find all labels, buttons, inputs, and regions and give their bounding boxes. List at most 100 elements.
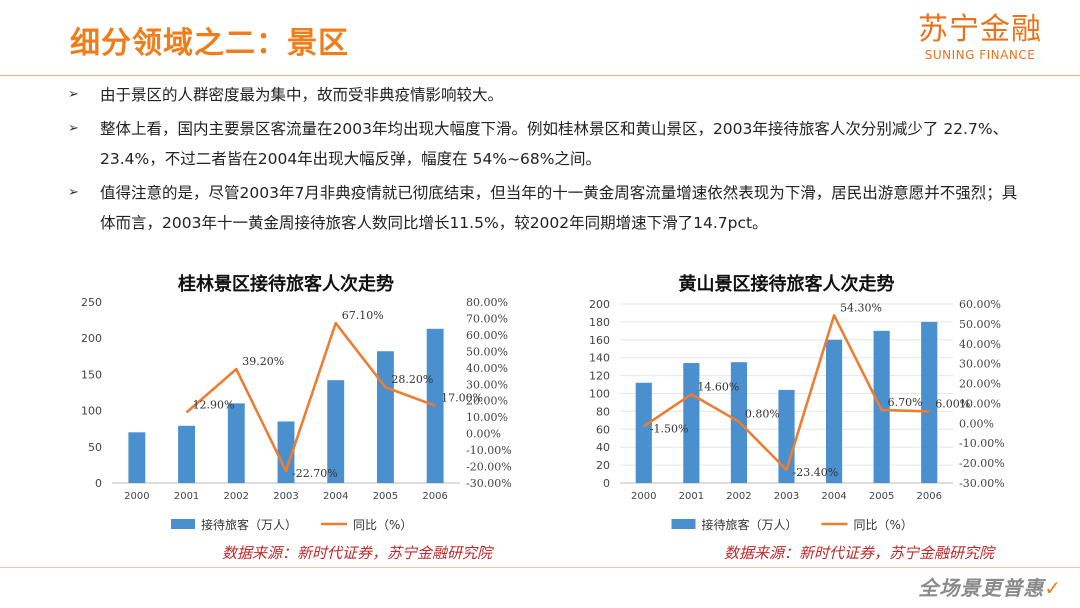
y-left-tick-label: 200 [81, 332, 102, 345]
legend-bar-label: 接待旅客（万人） [201, 517, 297, 532]
bar-2000 [635, 382, 652, 483]
x-tick-label: 2002 [726, 491, 751, 502]
bar-2004 [825, 339, 843, 483]
y-right-tick-label: -30.00% [959, 477, 1005, 490]
bar-2006 [426, 328, 444, 483]
x-tick-label: 2005 [373, 491, 398, 502]
y-right-tick-label: -10.00% [959, 437, 1005, 450]
y-left-tick-label: 150 [81, 368, 102, 381]
y-right-tick-label: 60.00% [466, 329, 508, 342]
footer-divider [0, 567, 1080, 568]
x-tick-label: 2001 [679, 491, 704, 502]
x-tick-label: 2004 [323, 491, 348, 502]
yoy-data-label: 67.10% [342, 309, 384, 322]
yoy-data-label: -22.70% [292, 467, 338, 480]
y-left-tick-label: 20 [596, 459, 610, 472]
bullet-item: ➢ 值得注意的是，尽管2003年7月非典疫情就已彻底结束，但当年的十一黄金周客流… [68, 178, 1028, 238]
y-left-tick-label: 180 [589, 316, 610, 329]
y-right-tick-label: 0.00% [959, 417, 994, 430]
bullet-text: 由于景区的人群密度最为集中，故而受非典疫情影响较大。 [100, 86, 504, 104]
bullet-arrow-icon: ➢ [68, 185, 79, 200]
y-right-tick-label: -20.00% [959, 457, 1005, 470]
y-right-tick-label: 50.00% [466, 345, 508, 358]
x-tick-label: 2006 [422, 491, 447, 502]
yoy-data-label: 28.20% [391, 373, 433, 386]
y-right-tick-label: 0.00% [466, 428, 501, 441]
x-tick-label: 2005 [869, 491, 894, 502]
bullet-text: 整体上看，国内主要景区客流量在2003年均出现大幅度下滑。例如桂林景区和黄山景区… [100, 120, 1009, 168]
y-left-tick-label: 120 [589, 370, 610, 383]
bullet-item: ➢ 由于景区的人群密度最为集中，故而受非典疫情影响较大。 [68, 80, 1028, 110]
yoy-data-label: 39.20% [242, 355, 284, 368]
y-left-tick-label: 0 [95, 477, 102, 490]
brand-logo: 苏宁金融 SUNING FINANCE [918, 12, 1042, 62]
y-left-tick-label: 100 [589, 388, 610, 401]
y-left-tick-label: 40 [596, 441, 610, 454]
x-tick-label: 2003 [774, 491, 799, 502]
yoy-data-label: 0.80% [745, 408, 780, 421]
bullet-text: 值得注意的是，尽管2003年7月非典疫情就已彻底结束，但当年的十一黄金周客流量增… [100, 184, 1018, 232]
guilin-chart: 桂林景区接待旅客人次走势 0 50 100 150 200 250 -30.00% -20.00… [81, 273, 512, 532]
yoy-line [185, 321, 436, 473]
y-left-tick-label: 60 [596, 423, 610, 436]
x-tick-label: 2006 [916, 491, 941, 502]
header-divider [0, 75, 1080, 76]
bullet-arrow-icon: ➢ [68, 121, 79, 136]
yoy-data-label: 54.30% [840, 301, 882, 314]
bar-2000 [128, 432, 146, 483]
footer-slogan-text: 全场景更普惠 [918, 576, 1045, 600]
yoy-data-label: -23.40% [793, 466, 839, 479]
yoy-data-label: 6.70% [888, 396, 923, 409]
brand-name-cn: 苏宁金融 [918, 12, 1042, 47]
yoy-data-label: 6.00% [935, 397, 970, 410]
bar-2005 [376, 351, 394, 483]
y-right-tick-label: -10.00% [466, 444, 512, 457]
y-left-tick-label: 50 [88, 441, 102, 454]
bar-2004 [327, 380, 345, 483]
yoy-data-label: 14.60% [697, 380, 739, 393]
yoy-data-label: -1.50% [650, 422, 689, 435]
brand-name-en: SUNING FINANCE [924, 48, 1036, 62]
footer-slogan: 全场景更普惠✓ [918, 572, 1062, 601]
y-right-tick-label: 70.00% [466, 312, 508, 325]
y-left-tick-label: 250 [81, 296, 102, 309]
y-left-tick-label: 80 [596, 405, 610, 418]
x-tick-label: 2002 [224, 491, 249, 502]
bar-2003 [277, 421, 295, 483]
y-right-tick-label: 30.00% [959, 358, 1001, 371]
legend-line-label: 同比（%） [353, 518, 412, 532]
y-right-tick-label: 40.00% [959, 338, 1001, 351]
y-right-tick-label: 60.00% [959, 298, 1001, 311]
x-tick-label: 2003 [273, 491, 298, 502]
bullet-item: ➢ 整体上看，国内主要景区客流量在2003年均出现大幅度下滑。例如桂林景区和黄山… [68, 114, 1028, 174]
x-tick-label: 2004 [821, 491, 846, 502]
x-tick-label: 2000 [124, 491, 149, 502]
y-left-tick-label: 200 [589, 298, 610, 311]
y-right-tick-label: -20.00% [466, 461, 512, 474]
y-left-tick-label: 100 [81, 405, 102, 418]
y-right-tick-label: 50.00% [959, 318, 1001, 331]
x-tick-label: 2000 [631, 491, 656, 502]
y-left-tick-label: 140 [589, 352, 610, 365]
page-title: 细分领域之二：景区 [70, 26, 349, 61]
bullet-arrow-icon: ➢ [68, 87, 79, 102]
y-left-tick-label: 160 [589, 334, 610, 347]
legend-bar-label: 接待旅客（万人） [702, 517, 798, 532]
bar-2005 [873, 330, 890, 483]
yoy-data-label: 12.90% [193, 398, 235, 411]
huangshan-chart: 黄山景区接待旅客人次走势 0 20 40 60 80 100 120 140 160 180 200 -… [589, 273, 1005, 532]
y-right-tick-label: 30.00% [466, 378, 508, 391]
y-left-tick-label: 0 [603, 477, 610, 490]
y-right-tick-label: 20.00% [959, 378, 1001, 391]
legend-bar-swatch [171, 519, 195, 529]
x-tick-label: 2001 [174, 491, 199, 502]
y-right-tick-label: 10.00% [466, 411, 508, 424]
y-right-tick-label: 40.00% [466, 362, 508, 375]
chart-source-note: 数据来源：新时代证券，苏宁金融研究院 [724, 544, 995, 562]
y-right-tick-label: 80.00% [466, 296, 508, 309]
yoy-line [643, 314, 930, 472]
y-right-tick-label: 10.00% [959, 397, 1001, 410]
y-right-tick-label: 20.00% [466, 395, 508, 408]
yoy-data-label: 17.00% [441, 392, 483, 405]
checkmark-icon: ✓ [1044, 576, 1062, 600]
